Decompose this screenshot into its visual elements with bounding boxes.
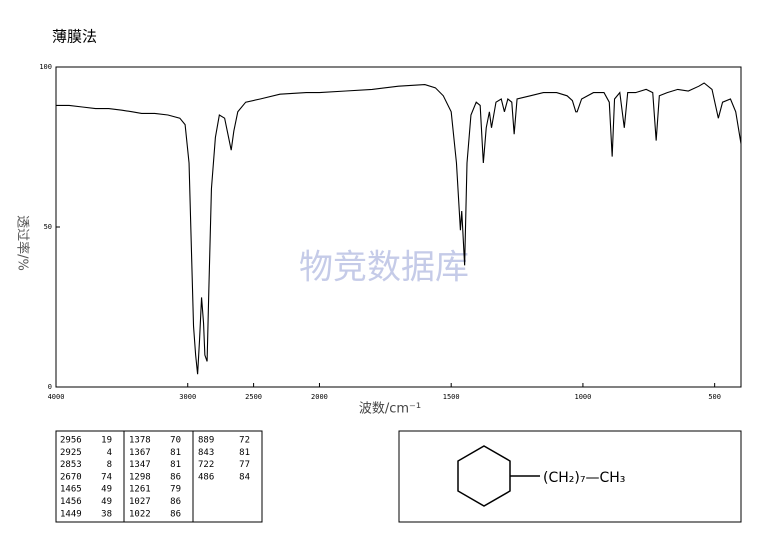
cyclohexane-ring <box>457 445 511 507</box>
peak-transmittance: 4 <box>107 448 112 458</box>
peak-wavenumber: 1465 <box>60 485 82 495</box>
spectrum-line <box>56 82 742 375</box>
peak-transmittance: 19 <box>101 436 112 446</box>
x-tick-label: 1500 <box>443 393 460 401</box>
peak-wavenumber: 2853 <box>60 460 82 470</box>
peak-wavenumber: 722 <box>198 460 214 470</box>
structure-frame <box>398 430 742 523</box>
peak-wavenumber: 1456 <box>60 497 82 507</box>
x-tick-label: 2500 <box>245 393 262 401</box>
peak-transmittance: 70 <box>170 436 181 446</box>
y-tick-label: 50 <box>44 223 52 231</box>
y-tick-label: 100 <box>39 63 52 71</box>
chart-title: 薄膜法 <box>52 28 97 46</box>
peak-transmittance: 81 <box>170 448 181 458</box>
peak-wavenumber: 889 <box>198 436 214 446</box>
substituent: (CH₂)₇—CH₃ <box>543 470 625 486</box>
y-axis-label: 透过率/% <box>15 215 31 271</box>
peak-transmittance: 8 <box>107 460 112 470</box>
x-tick-label: 500 <box>708 393 721 401</box>
x-axis-label: 波数/cm⁻¹ <box>359 402 421 417</box>
peak-wavenumber: 2956 <box>60 436 82 446</box>
peak-wavenumber: 1261 <box>129 485 151 495</box>
peak-wavenumber: 1347 <box>129 460 151 470</box>
x-tick-label: 4000 <box>48 393 65 401</box>
peak-transmittance: 38 <box>101 509 112 519</box>
peak-transmittance: 81 <box>239 448 250 458</box>
peak-wavenumber: 1022 <box>129 509 151 519</box>
peak-transmittance: 84 <box>239 472 250 482</box>
peak-wavenumber: 1298 <box>129 472 151 482</box>
peak-transmittance: 86 <box>170 472 181 482</box>
peak-transmittance: 74 <box>101 472 112 482</box>
peak-wavenumber: 486 <box>198 472 214 482</box>
x-tick-label: 2000 <box>311 393 328 401</box>
peak-wavenumber: 2925 <box>60 448 82 458</box>
plot-frame <box>55 66 742 388</box>
peak-transmittance: 81 <box>170 460 181 470</box>
peak-transmittance: 49 <box>101 497 112 507</box>
peak-wavenumber: 1027 <box>129 497 151 507</box>
peak-table-frame <box>55 430 263 523</box>
peak-transmittance: 79 <box>170 485 181 495</box>
peak-transmittance: 77 <box>239 460 250 470</box>
peak-transmittance: 86 <box>170 497 181 507</box>
x-tick-label: 3000 <box>179 393 196 401</box>
peak-transmittance: 72 <box>239 436 250 446</box>
peak-wavenumber: 1449 <box>60 509 82 519</box>
peak-wavenumber: 1378 <box>129 436 151 446</box>
peak-wavenumber: 2670 <box>60 472 82 482</box>
x-tick-label: 1000 <box>574 393 591 401</box>
peak-transmittance: 86 <box>170 509 181 519</box>
peak-transmittance: 49 <box>101 485 112 495</box>
peak-wavenumber: 843 <box>198 448 214 458</box>
y-tick-label: 0 <box>48 383 52 391</box>
watermark: 物竞数据库 <box>299 248 469 288</box>
peak-wavenumber: 1367 <box>129 448 151 458</box>
